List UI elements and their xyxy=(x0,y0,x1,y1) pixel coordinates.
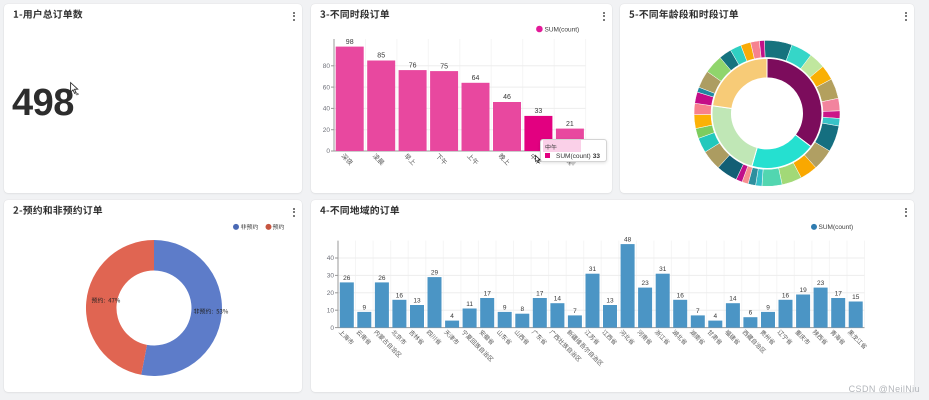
svg-text:17: 17 xyxy=(835,291,843,298)
svg-text:0: 0 xyxy=(326,148,330,155)
svg-text:17: 17 xyxy=(484,291,492,298)
svg-text:7: 7 xyxy=(573,308,577,315)
svg-text:46: 46 xyxy=(503,94,511,101)
svg-text:40: 40 xyxy=(323,106,331,113)
svg-text:26: 26 xyxy=(378,275,386,282)
svg-text:9: 9 xyxy=(766,304,770,311)
svg-text:4: 4 xyxy=(713,313,717,320)
svg-text:23: 23 xyxy=(817,280,825,287)
svg-text:0: 0 xyxy=(330,325,334,332)
svg-text:20: 20 xyxy=(323,127,331,134)
svg-text:98: 98 xyxy=(346,39,354,46)
svg-text:40: 40 xyxy=(327,255,335,262)
svg-text:SUM(count): SUM(count) xyxy=(819,224,854,231)
svg-text:11: 11 xyxy=(466,301,473,308)
svg-text:31: 31 xyxy=(589,266,597,273)
svg-text:64: 64 xyxy=(472,75,480,82)
svg-text:80: 80 xyxy=(323,63,331,70)
svg-text:60: 60 xyxy=(323,84,331,91)
svg-text:26: 26 xyxy=(343,275,351,282)
svg-text:21: 21 xyxy=(566,121,574,128)
svg-text:31: 31 xyxy=(659,266,667,273)
svg-text:16: 16 xyxy=(677,292,685,299)
svg-text:SUM(count): SUM(count) xyxy=(545,27,580,34)
svg-text:20: 20 xyxy=(327,290,335,297)
svg-text:19: 19 xyxy=(799,287,807,294)
svg-text:14: 14 xyxy=(729,296,737,303)
svg-text:8: 8 xyxy=(520,306,524,313)
svg-text:48: 48 xyxy=(624,237,632,244)
svg-text:7: 7 xyxy=(696,308,700,315)
svg-text:15: 15 xyxy=(852,294,860,301)
svg-text:13: 13 xyxy=(606,298,614,305)
svg-text:29: 29 xyxy=(431,270,439,277)
svg-text:6: 6 xyxy=(749,310,753,317)
svg-text:16: 16 xyxy=(782,292,790,299)
svg-text:4: 4 xyxy=(450,313,454,320)
svg-text:85: 85 xyxy=(377,53,385,60)
svg-text:14: 14 xyxy=(554,296,562,303)
svg-text:17: 17 xyxy=(536,291,544,298)
svg-text:30: 30 xyxy=(327,273,335,280)
svg-text:16: 16 xyxy=(396,292,404,299)
svg-text:23: 23 xyxy=(641,280,649,287)
svg-text:75: 75 xyxy=(440,63,448,70)
svg-text:13: 13 xyxy=(413,298,421,305)
svg-text:10: 10 xyxy=(327,307,335,314)
svg-text:9: 9 xyxy=(503,304,507,311)
svg-text:33: 33 xyxy=(535,108,543,115)
svg-text:9: 9 xyxy=(362,304,366,311)
svg-text:76: 76 xyxy=(409,62,417,69)
